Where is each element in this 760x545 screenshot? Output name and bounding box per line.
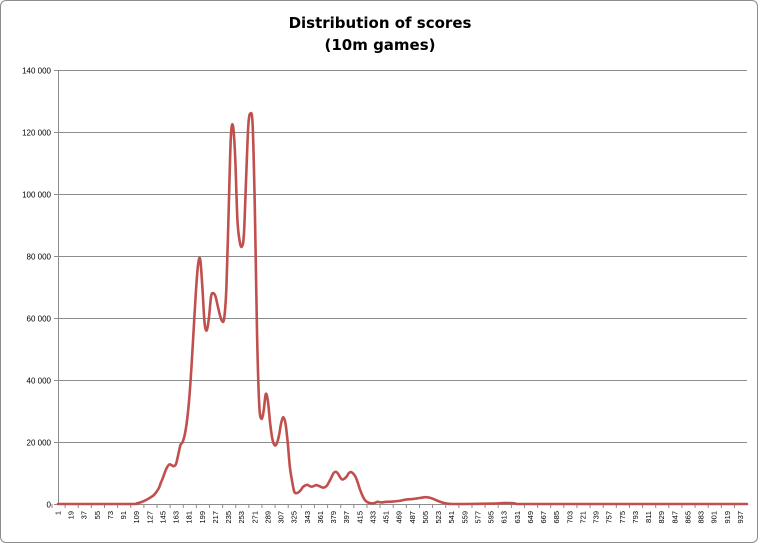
x-tick-label: 811: [644, 511, 653, 523]
x-tick-label: 235: [224, 511, 233, 524]
x-tick-label: 523: [434, 511, 443, 524]
x-tick-label: 775: [618, 511, 627, 524]
x-tick-label: 667: [539, 511, 548, 524]
chart-title: Distribution of scores: [288, 14, 472, 32]
x-tick-label: 109: [132, 511, 141, 524]
y-tick-label: 60 000: [27, 315, 52, 324]
x-tick-label: 163: [172, 511, 181, 524]
x-tick-label: 397: [342, 511, 351, 524]
x-tick-label: 91: [119, 511, 128, 519]
x-tick-label: 487: [408, 511, 417, 524]
y-tick-label: 20 000: [27, 439, 52, 448]
x-tick-label: 793: [631, 511, 640, 524]
x-tick-label: 901: [710, 511, 719, 524]
y-tick-label: 140 000: [22, 67, 51, 76]
x-tick-label: 541: [447, 511, 456, 524]
x-tick-label: 559: [460, 511, 469, 524]
chart-subtitle: (10m games): [324, 36, 436, 54]
x-tick-label: 415: [355, 511, 364, 524]
x-tick-label: 433: [368, 511, 377, 524]
x-tick-label: 271: [250, 511, 259, 524]
x-tick-label: 1: [54, 511, 63, 515]
x-tick-label: 829: [657, 511, 666, 524]
x-tick-label: 19: [67, 511, 76, 519]
y-tick-label: 80 000: [27, 253, 52, 262]
y-axis: 0 20 000 40 000 60 000 80 000 100 000 120 000 1…: [22, 67, 59, 510]
y-tick-label: 40 000: [27, 377, 52, 386]
x-tick-label: 73: [106, 511, 115, 519]
y-tick-label: 0: [47, 501, 52, 510]
plot-series: [56, 111, 749, 506]
series-line: [56, 111, 749, 506]
x-tick-label: 343: [303, 511, 312, 524]
x-tick-label: 847: [670, 511, 679, 524]
x-tick-label: 577: [473, 511, 482, 524]
x-tick-label: 37: [80, 511, 89, 519]
x-tick-label: 883: [697, 511, 706, 524]
x-tick-label: 217: [211, 511, 220, 524]
x-tick-label: 649: [526, 511, 535, 524]
x-tick-label: 595: [487, 511, 496, 524]
x-axis: 1 19 37 55 73 91 109 127 145 163 181 199 217 235 253 27…: [51, 504, 747, 524]
x-tick-label: 865: [683, 511, 692, 524]
y-tick-label: 120 000: [22, 129, 51, 138]
x-tick-label: 469: [395, 511, 404, 524]
x-tick-label: 379: [329, 511, 338, 524]
x-tick-label: 919: [723, 511, 732, 524]
x-tick-label: 757: [605, 511, 614, 524]
x-tick-label: 289: [263, 511, 272, 524]
x-tick-label: 199: [198, 511, 207, 524]
chart-title-block: Distribution of scores (10m games): [0, 12, 760, 56]
x-tick-label: 145: [158, 511, 167, 524]
gridlines: [58, 70, 747, 443]
x-tick-label: 937: [736, 511, 745, 524]
x-tick-label: 613: [500, 511, 509, 524]
x-tick-label: 631: [513, 511, 522, 524]
x-tick-label: 307: [277, 511, 286, 524]
x-tick-label: 505: [421, 511, 430, 524]
x-tick-label: 55: [93, 511, 102, 519]
x-tick-label: 451: [382, 511, 391, 524]
x-tick-label: 325: [290, 511, 299, 524]
x-tick-label: 253: [237, 511, 246, 524]
x-tick-label: 685: [552, 511, 561, 524]
x-tick-label: 721: [578, 511, 587, 524]
x-tick-label: 127: [145, 511, 154, 524]
x-tick-label: 361: [316, 511, 325, 524]
x-tick-label: 703: [565, 511, 574, 524]
y-tick-label: 100 000: [22, 191, 51, 200]
x-tick-label: 739: [592, 511, 601, 524]
x-tick-label: 181: [185, 511, 194, 524]
